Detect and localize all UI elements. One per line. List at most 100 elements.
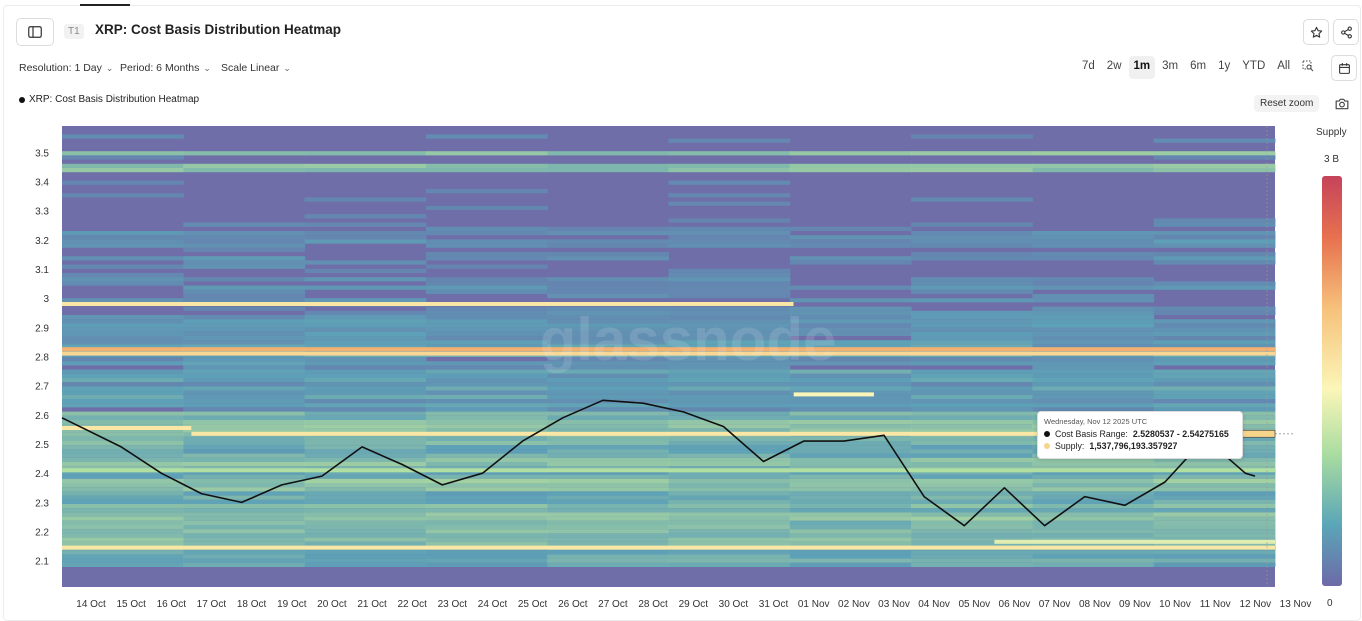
heatmap-cell [547, 516, 669, 521]
heatmap-cell [304, 197, 427, 202]
series-legend-label: XRP: Cost Basis Distribution Heatmap [29, 94, 200, 105]
heatmap-cell [183, 294, 306, 299]
period-7d[interactable]: 7d [1082, 60, 1095, 72]
calendar-button[interactable] [1331, 55, 1357, 81]
heatmap-cell [1153, 336, 1276, 341]
heatmap-cell [425, 558, 548, 563]
heatmap-cell [62, 281, 184, 286]
heatmap-cell [911, 399, 1033, 404]
series-legend[interactable]: XRP: Cost Basis Distribution Heatmap [19, 94, 199, 105]
heatmap-cell [425, 205, 548, 210]
heatmap-cell [668, 327, 791, 332]
heatmap-cell [547, 382, 669, 387]
heatmap-cell [668, 390, 791, 395]
heatmap-cell [911, 525, 1033, 530]
heatmap-cell [547, 289, 669, 294]
screenshot-button[interactable] [1335, 97, 1349, 115]
period-2w[interactable]: 2w [1106, 60, 1122, 72]
x-tick-label: 25 Oct [518, 599, 548, 610]
sidebar-toggle-button[interactable] [16, 18, 54, 46]
heatmap-cell [789, 499, 912, 504]
period-label: Period: 6 Months [120, 62, 200, 74]
watermark: glassnode [540, 306, 837, 373]
heatmap-cell [304, 357, 427, 362]
x-tick-label: 26 Oct [558, 599, 588, 610]
heatmap-cell [425, 550, 548, 555]
heatmap-cell [789, 445, 912, 450]
heatmap-cell [183, 323, 306, 328]
heatmap-cell [1153, 390, 1276, 395]
heatmap-cell [911, 504, 1033, 509]
heatmap-cell [789, 331, 912, 336]
heatmap-cell [62, 432, 184, 437]
heatmap-cell [1153, 256, 1276, 261]
heatmap-cell [911, 319, 1033, 324]
heatmap-cell [183, 554, 306, 559]
heatmap-cell [789, 516, 912, 521]
reset-zoom-button[interactable]: Reset zoom [1254, 95, 1320, 112]
heatmap-cell [183, 235, 306, 240]
period-1y[interactable]: 1y [1218, 60, 1231, 72]
heatmap-cell [62, 336, 184, 341]
share-button[interactable] [1333, 19, 1359, 45]
zoom-select-icon [1302, 60, 1314, 72]
period-all[interactable]: All [1277, 60, 1291, 72]
heatmap-cell [304, 277, 427, 282]
heatmap-cell [1153, 235, 1276, 240]
period-6m[interactable]: 6m [1190, 60, 1207, 72]
heatmap-cell [425, 495, 548, 500]
heatmap-cell [911, 168, 1033, 173]
heatmap-cell [304, 445, 427, 450]
heatmap-cell [911, 298, 1033, 303]
heatmap-cell [547, 537, 669, 542]
resolution-dropdown[interactable]: Resolution: 1 Day ⌄ [19, 62, 113, 74]
heatmap-cell [1032, 327, 1155, 332]
heatmap-cell [304, 382, 427, 387]
heatmap-cell [547, 239, 669, 244]
heatmap-cell [789, 520, 912, 525]
heatmap-cell [668, 478, 791, 483]
heatmap-cell [789, 285, 912, 290]
heatmap-cell [547, 525, 669, 530]
heatmap-cell [668, 504, 791, 509]
heatmap-cell [62, 453, 184, 458]
heatmap-cell [547, 462, 669, 467]
heatmap-cell [1153, 399, 1276, 404]
heatmap-cell [911, 394, 1033, 399]
heatmap-cell [1032, 407, 1155, 412]
period-ytd[interactable]: YTD [1242, 60, 1266, 72]
heatmap-cell [789, 243, 912, 248]
heatmap-cell [911, 239, 1033, 244]
period-dropdown[interactable]: Period: 6 Months ⌄ [120, 62, 211, 74]
hovered-cell [1240, 429, 1276, 438]
favorite-button[interactable] [1303, 19, 1329, 45]
heatmap-cell [1153, 285, 1276, 290]
y-tick-label: 2.4 [35, 469, 49, 480]
heatmap-cell [1032, 508, 1155, 513]
heatmap-cell [789, 163, 912, 168]
heatmap-cell [911, 315, 1033, 320]
heatmap-cell [183, 319, 306, 324]
heatmap-cell [183, 470, 306, 475]
heatmap-cell [789, 382, 912, 387]
heatmap-cell [547, 390, 669, 395]
heatmap-cell [183, 529, 306, 534]
heatmap-cell [62, 386, 184, 391]
scale-dropdown[interactable]: Scale Linear ⌄ [221, 62, 291, 74]
heatmap-cell [789, 373, 912, 378]
heatmap-cell [1153, 474, 1276, 479]
heatmap-cell [62, 525, 184, 530]
heatmap-cell [789, 533, 912, 538]
share-icon [1340, 26, 1352, 38]
x-tick-label: 23 Oct [438, 599, 468, 610]
heatmap-cell [304, 550, 427, 555]
heatmap-cell [1032, 541, 1155, 546]
heatmap-cell [668, 168, 791, 173]
heatmap-cell [668, 562, 791, 567]
period-3m[interactable]: 3m [1162, 60, 1179, 72]
period-1m[interactable]: 1m [1128, 56, 1156, 79]
heatmap-cell [183, 298, 306, 303]
heatmap-cell [304, 462, 427, 467]
zoom-select-button[interactable] [1297, 56, 1319, 79]
